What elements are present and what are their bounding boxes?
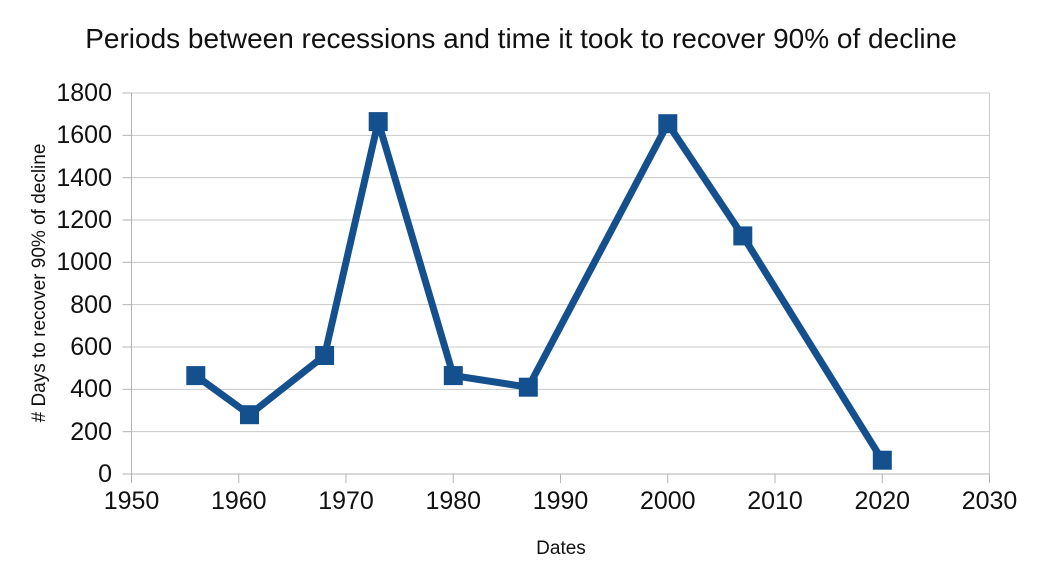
x-tick-label: 1960 bbox=[210, 487, 267, 515]
data-point-marker bbox=[368, 112, 388, 132]
y-tick-label: 1400 bbox=[56, 163, 112, 192]
x-tick-label: 1970 bbox=[318, 487, 374, 515]
x-axis-title: Dates bbox=[536, 538, 586, 559]
y-tick-label: 600 bbox=[70, 333, 112, 361]
data-point-marker bbox=[872, 450, 892, 470]
data-point-marker bbox=[443, 366, 463, 386]
y-tick-label: 200 bbox=[70, 417, 112, 446]
x-tick-label: 2020 bbox=[854, 487, 911, 515]
data-point-marker bbox=[733, 226, 753, 246]
y-tick-label: 800 bbox=[70, 290, 112, 319]
y-tick-label: 1600 bbox=[56, 121, 112, 150]
y-tick-label: 400 bbox=[70, 375, 112, 404]
y-tick-label: 1000 bbox=[56, 248, 112, 277]
data-point-marker bbox=[315, 346, 335, 365]
x-tick-label: 2030 bbox=[961, 487, 1018, 515]
data-series-line bbox=[193, 118, 886, 463]
y-tick-label: 1200 bbox=[56, 206, 112, 234]
chart-title: Periods between recessions and time it t… bbox=[85, 23, 957, 54]
x-tick-label: 1950 bbox=[103, 487, 160, 515]
y-tick-label: 1800 bbox=[56, 79, 112, 107]
data-point-marker bbox=[186, 366, 206, 386]
data-point-marker bbox=[518, 377, 538, 397]
x-tick-label: 2010 bbox=[747, 487, 803, 515]
data-point-marker bbox=[240, 405, 259, 425]
data-point-marker bbox=[658, 114, 678, 134]
x-tick-label: 1980 bbox=[425, 487, 482, 515]
x-tick-label: 1990 bbox=[532, 487, 589, 515]
x-tick-label: 2000 bbox=[639, 487, 696, 515]
y-tick-label: 0 bbox=[98, 460, 112, 488]
